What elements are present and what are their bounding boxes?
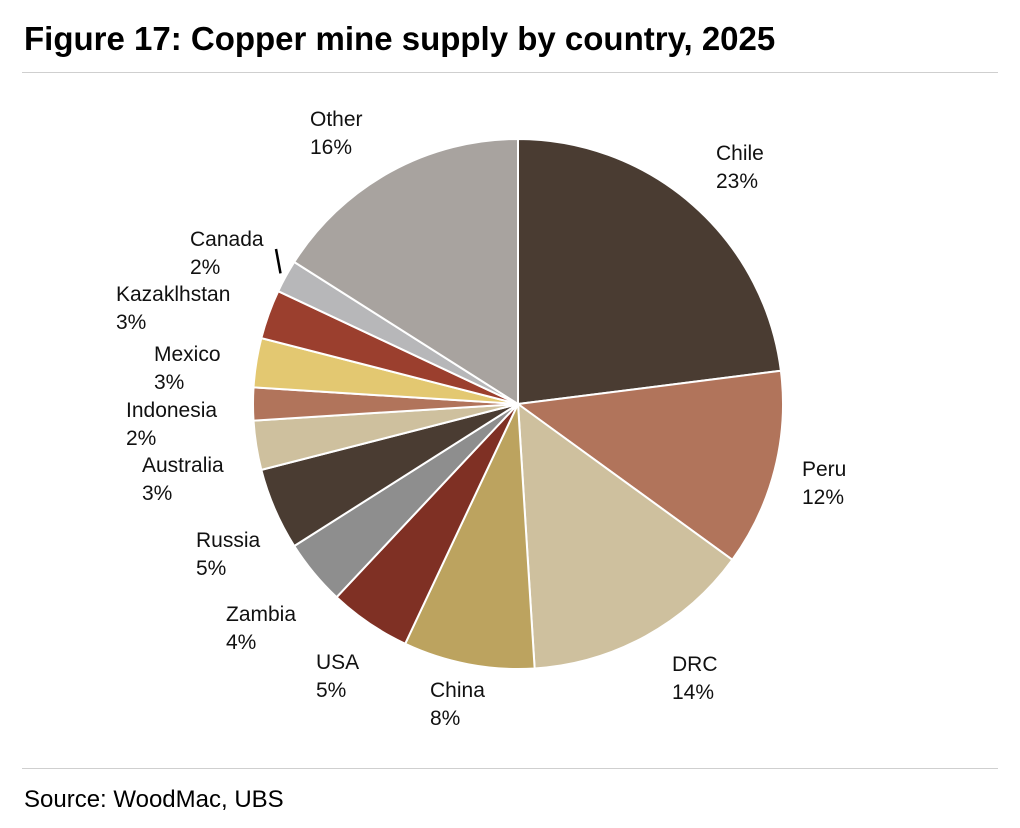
slice-label-canada: Canada 2% [190,228,264,279]
slice-value: 3% [154,371,184,394]
slice-name: Russia [196,529,261,552]
slice-name: Kazaklhstan [116,283,230,306]
leader-line-canada [274,248,282,274]
slice-value: 23% [716,170,758,193]
pie-slice-other [293,138,519,405]
slice-name: Indonesia [126,399,217,422]
pie-slice-peru [517,369,784,561]
pie-slice-china [404,403,536,670]
title-divider [22,72,998,73]
slice-name: Other [310,108,363,131]
slice-label-usa: USA 5% [316,651,359,702]
slice-value: 3% [142,482,172,505]
slice-label-china: China 8% [430,679,485,730]
slice-name: Mexico [154,343,221,366]
pie-slice-chile [517,138,782,405]
slice-label-russia: Russia 5% [196,529,261,580]
slice-name: DRC [672,653,718,676]
slice-value: 5% [196,557,226,580]
slice-label-zambia: Zambia 4% [226,603,296,654]
slice-value: 16% [310,136,352,159]
slice-name: Canada [190,228,264,251]
slice-label-chile: Chile 23% [716,142,764,193]
slice-value: 8% [430,707,460,730]
slice-label-other: Other 16% [310,108,363,159]
slice-value: 2% [190,256,220,279]
source-note: Source: WoodMac, UBS [24,786,284,813]
slice-name: Peru [802,458,846,481]
slice-name: Chile [716,142,764,165]
slice-name: Zambia [226,603,296,626]
slice-label-kazaklhstan: Kazaklhstan 3% [116,283,230,334]
slice-label-mexico: Mexico 3% [154,343,221,394]
figure-title: Figure 17: Copper mine supply by country… [24,20,776,57]
source-divider [22,768,998,769]
slice-value: 5% [316,679,346,702]
pie-slice-drc [517,403,734,670]
slice-name: China [430,679,485,702]
slice-label-indonesia: Indonesia 2% [126,399,217,450]
slice-value: 14% [672,681,714,704]
slice-value: 2% [126,427,156,450]
slice-value: 3% [116,311,146,334]
slice-label-australia: Australia 3% [142,454,224,505]
slice-label-drc: DRC 14% [672,653,718,704]
slice-value: 4% [226,631,256,654]
slice-value: 12% [802,486,844,509]
slice-label-peru: Peru 12% [802,458,846,509]
slice-name: USA [316,651,359,674]
slice-name: Australia [142,454,224,477]
